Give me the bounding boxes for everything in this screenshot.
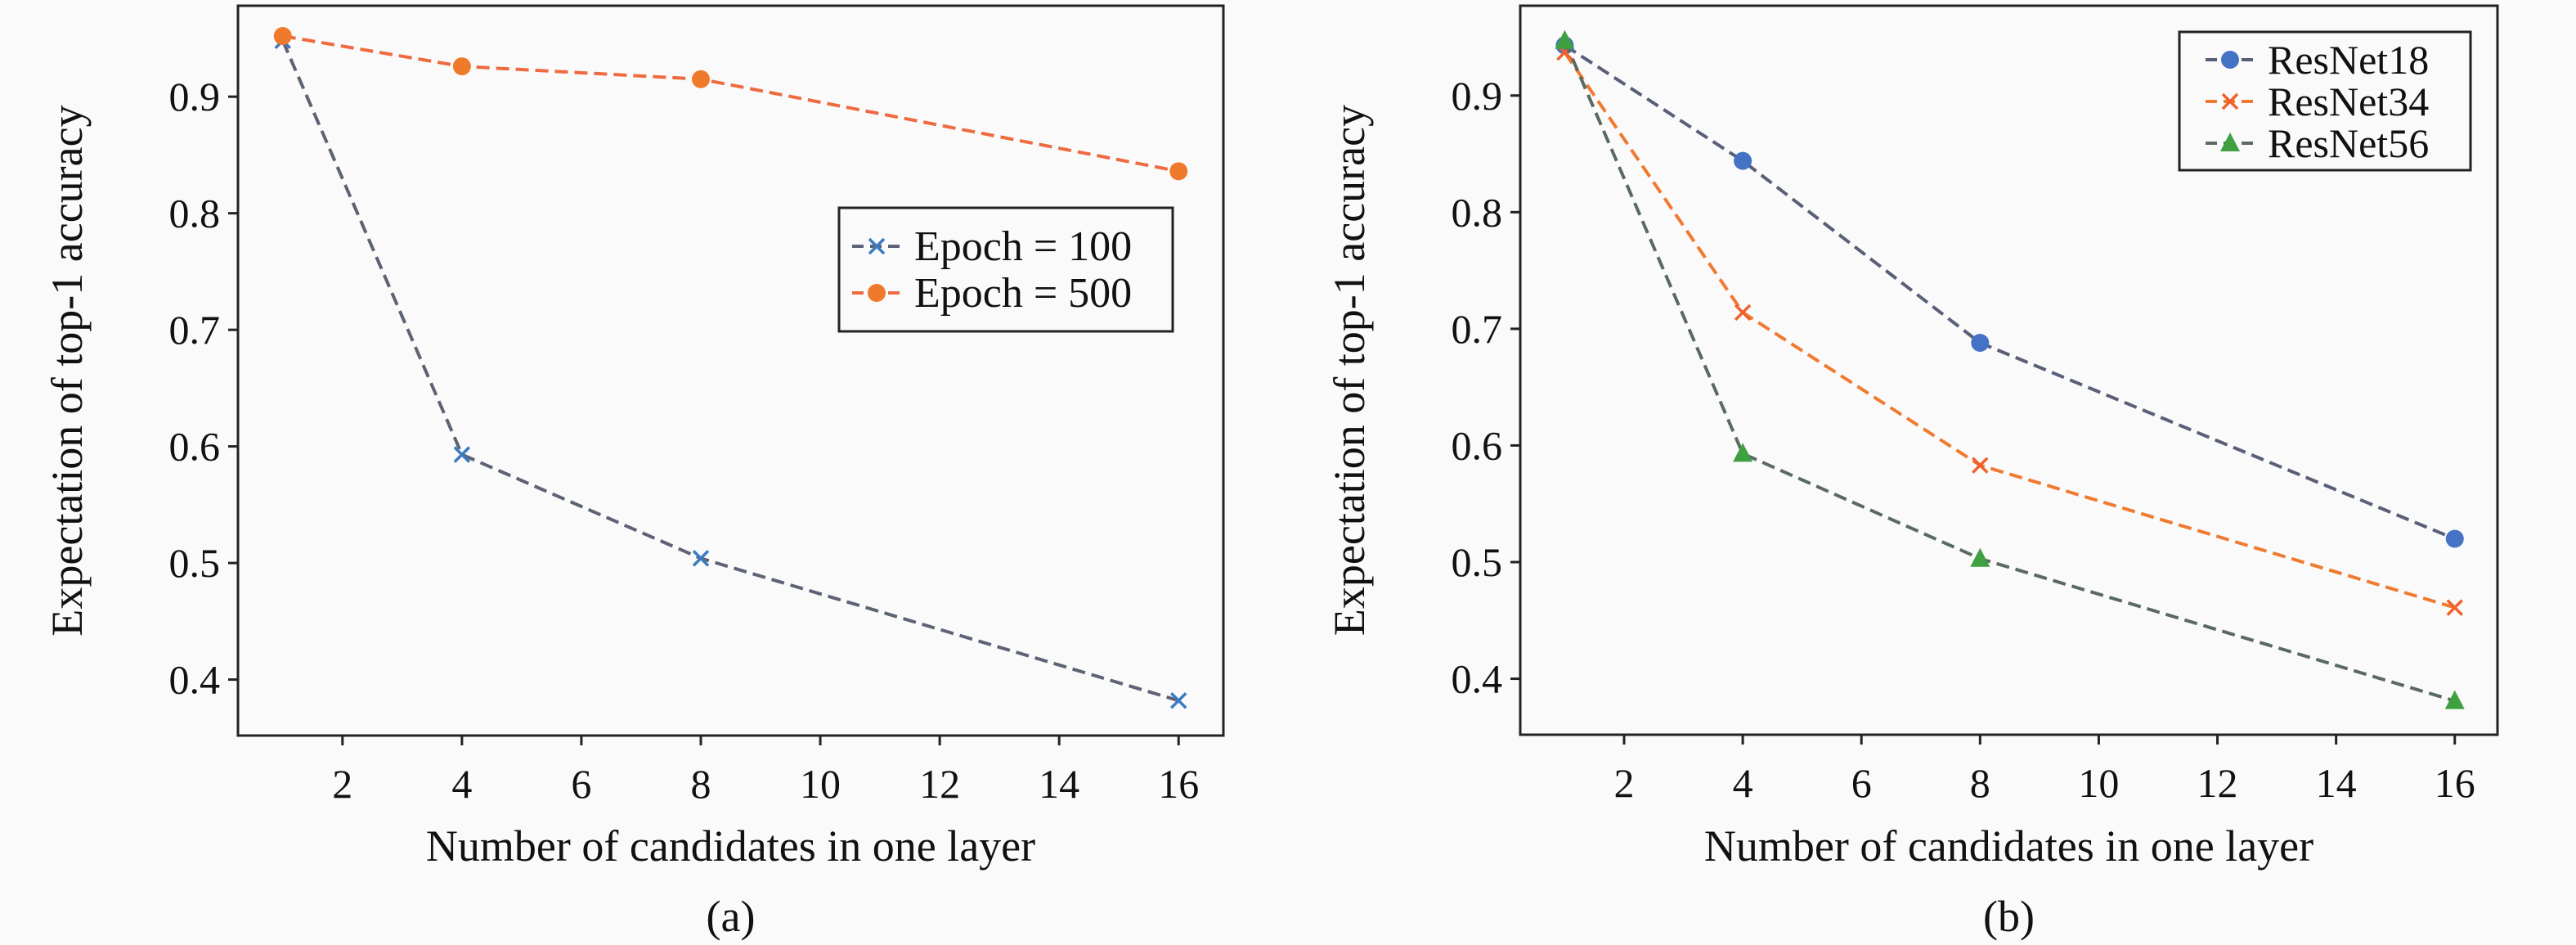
data-point (2444, 690, 2465, 709)
data-point (691, 70, 710, 88)
data-point (1555, 29, 1575, 49)
data-point (452, 57, 471, 76)
data-point (1733, 443, 1753, 462)
y-tick-label: 0.6 (169, 424, 221, 470)
y-tick-label: 0.8 (1452, 189, 1503, 235)
series-line (282, 34, 1179, 173)
data-point (1734, 151, 1752, 170)
x-tick-label: 16 (1158, 761, 1199, 807)
y-tick-label: 0.6 (1452, 422, 1503, 468)
legend-marker (868, 284, 886, 302)
data-point (453, 446, 471, 463)
series-line (1564, 43, 2456, 541)
y-tick-label: 0.7 (169, 307, 221, 353)
chart-caption: (a) (707, 892, 756, 941)
x-tick-label: 12 (919, 761, 960, 807)
data-point (1971, 333, 1990, 352)
y-tick-label: 0.9 (169, 74, 221, 119)
data-point (1169, 692, 1187, 709)
x-tick-label: 14 (1039, 761, 1079, 807)
data-point (1972, 457, 1989, 474)
chart-caption: (b) (1983, 892, 2035, 941)
series-line (1563, 39, 2456, 703)
legend-marker (2220, 133, 2240, 151)
y-tick-label: 0.8 (169, 191, 221, 236)
legend-marker (2221, 51, 2239, 69)
y-axis-label: Expectation of top-1 accuracy (1325, 105, 1374, 636)
legend-box (837, 206, 1174, 333)
series-resnet18 (1555, 36, 2464, 548)
chart-a: 2 4 6 8 10 12 14 16 0.4 0.5 0.6 0.7 0.8 0.9 Number of … (43, 4, 1225, 941)
legend-label: ResNet56 (2268, 120, 2429, 166)
series-resnet56 (1555, 29, 2465, 709)
x-axis-label: Number of candidates in one layer (1704, 821, 2313, 871)
data-point (1169, 162, 1188, 181)
data-point (1970, 547, 1990, 567)
legend-marker (2221, 92, 2239, 110)
legend-label: Epoch = 100 (914, 223, 1132, 270)
data-point (1734, 304, 1752, 322)
x-tick-label: 8 (690, 761, 711, 807)
data-point (2445, 529, 2464, 548)
series-line (280, 39, 1179, 703)
y-axis-label: Expectation of top-1 accuracy (43, 105, 92, 636)
x-tick-label: 6 (1851, 760, 1872, 806)
legend-label: ResNet34 (2268, 79, 2429, 124)
legend-label: ResNet18 (2268, 37, 2429, 83)
y-tick-label: 0.7 (1452, 306, 1503, 352)
plot-area (236, 4, 1225, 737)
x-tick-label: 14 (2316, 760, 2357, 806)
series-line (1563, 51, 2456, 610)
x-tick-label: 4 (451, 761, 472, 807)
y-tick-label: 0.4 (169, 657, 221, 703)
chart-b: 2 4 6 8 10 12 14 16 0.4 0.5 0.6 0.7 0.8 0.9 Number of … (1325, 4, 2499, 941)
x-tick-label: 8 (1970, 760, 1990, 806)
data-point (273, 27, 292, 46)
x-tick-label: 10 (2078, 760, 2119, 806)
legend-marker (868, 237, 886, 255)
y-tick-label: 0.4 (1452, 656, 1503, 702)
x-tick-label: 6 (571, 761, 591, 807)
legend-label: Epoch = 500 (914, 270, 1132, 317)
series-resnet34 (1556, 43, 2463, 616)
y-tick-label: 0.9 (1452, 73, 1503, 119)
data-point (2446, 599, 2463, 616)
x-tick-label: 4 (1733, 760, 1753, 806)
y-tick-label: 0.5 (169, 540, 221, 586)
x-axis-label: Number of candidates in one layer (426, 821, 1035, 871)
data-point (692, 550, 710, 567)
series-epoch-500 (273, 27, 1188, 181)
x-tick-label: 2 (1613, 760, 1634, 806)
x-tick-label: 16 (2435, 760, 2475, 806)
x-tick-label: 2 (332, 761, 352, 807)
x-tick-label: 12 (2197, 760, 2238, 806)
x-tick-label: 10 (800, 761, 841, 807)
y-tick-label: 0.5 (1452, 539, 1503, 585)
